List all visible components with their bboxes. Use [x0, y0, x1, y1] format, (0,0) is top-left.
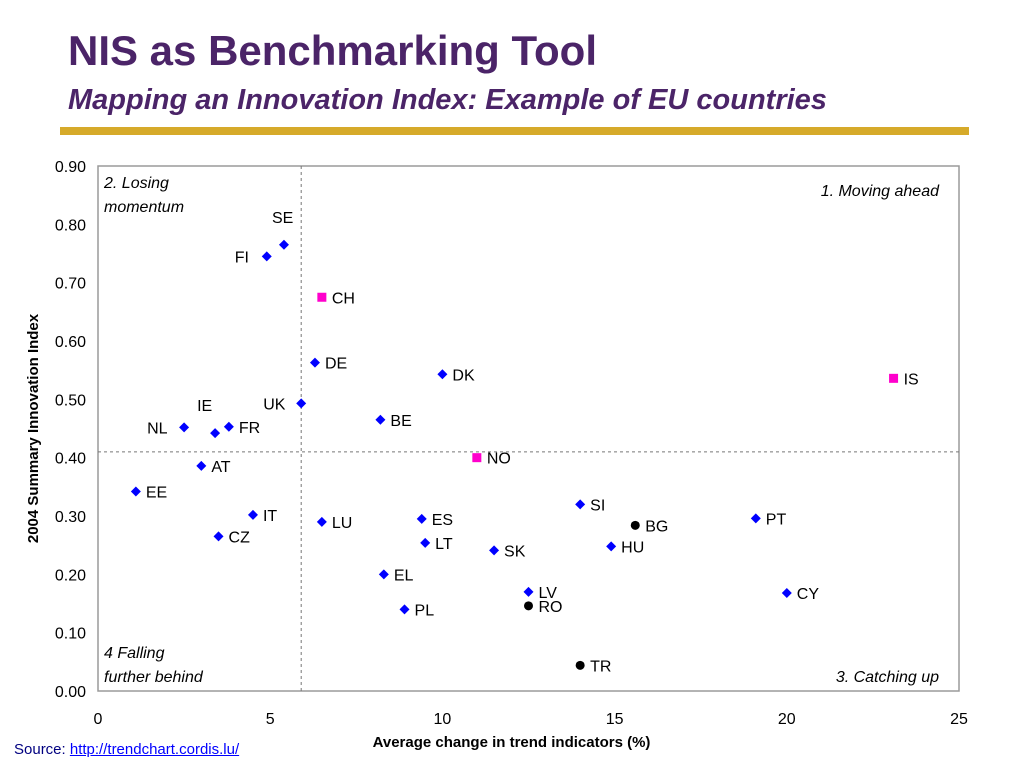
- quadrant-label: 3. Catching up: [836, 669, 939, 686]
- x-axis-label: Average change in trend indicators (%): [373, 734, 651, 751]
- quadrant-label: momentum: [104, 199, 184, 216]
- point-label-hu: HU: [621, 539, 644, 556]
- point-lt: [420, 537, 431, 548]
- point-fi: [261, 251, 272, 262]
- point-tr: [575, 660, 585, 670]
- point-ee: [130, 486, 141, 497]
- point-label-sk: SK: [504, 543, 526, 560]
- x-tick-label: 15: [606, 711, 624, 728]
- quadrant-label: 2. Losing: [103, 175, 169, 192]
- point-label-nl: NL: [147, 420, 168, 437]
- point-el: [378, 569, 389, 580]
- point-nl: [179, 422, 190, 433]
- point-bg: [630, 520, 640, 530]
- point-cz: [213, 531, 224, 542]
- y-tick-label: 0.10: [55, 626, 86, 643]
- point-label-de: DE: [325, 356, 347, 373]
- y-axis-label: 2004 Summary Innovation Index: [25, 313, 42, 543]
- point-label-be: BE: [390, 413, 411, 430]
- point-de: [309, 357, 320, 368]
- point-it: [247, 509, 258, 520]
- y-tick-label: 0.00: [55, 684, 86, 701]
- quadrant-label: further behind: [104, 669, 204, 686]
- point-label-ie: IE: [197, 398, 212, 415]
- point-es: [416, 513, 427, 524]
- point-label-se: SE: [272, 210, 293, 227]
- point-sk: [489, 545, 500, 556]
- point-label-tr: TR: [590, 658, 611, 675]
- point-uk: [296, 398, 307, 409]
- x-tick-label: 10: [434, 711, 452, 728]
- point-label-es: ES: [432, 512, 453, 529]
- slide-title: NIS as Benchmarking Tool: [68, 27, 597, 74]
- point-ie: [210, 428, 221, 439]
- source-note: Source: http://trendchart.cordis.lu/: [14, 741, 239, 758]
- y-tick-label: 0.90: [55, 159, 86, 176]
- y-tick-label: 0.20: [55, 567, 86, 584]
- point-ro: [524, 601, 533, 611]
- point-fr: [223, 421, 234, 432]
- x-tick-label: 0: [94, 711, 103, 728]
- point-no: [472, 453, 482, 463]
- x-tick-label: 20: [778, 711, 796, 728]
- point-label-lv: LV: [539, 585, 558, 602]
- point-cy: [781, 588, 792, 598]
- point-label-ro: RO: [539, 599, 563, 616]
- point-label-dk: DK: [452, 367, 475, 384]
- point-label-bg: BG: [645, 518, 668, 535]
- x-tick-label: 5: [266, 711, 275, 728]
- point-label-el: EL: [394, 567, 414, 584]
- point-se: [278, 239, 289, 250]
- point-label-uk: UK: [263, 396, 286, 413]
- point-label-at: AT: [211, 459, 230, 476]
- point-lv: [523, 586, 534, 597]
- quadrant-label: 4 Falling: [104, 645, 165, 662]
- quadrant-label: 1. Moving ahead: [821, 183, 940, 200]
- point-si: [575, 499, 586, 510]
- point-ch: [317, 292, 327, 302]
- point-is: [889, 373, 899, 383]
- point-pt: [750, 513, 761, 524]
- y-tick-label: 0.70: [55, 276, 86, 293]
- point-label-cz: CZ: [229, 529, 251, 546]
- point-label-no: NO: [487, 451, 511, 468]
- point-label-ee: EE: [146, 485, 167, 502]
- point-label-fr: FR: [239, 420, 260, 437]
- source-link[interactable]: http://trendchart.cordis.lu/: [69, 741, 240, 758]
- point-label-lt: LT: [435, 536, 453, 553]
- point-label-ch: CH: [332, 290, 355, 307]
- title-divider: [60, 127, 969, 135]
- point-label-it: IT: [263, 508, 277, 525]
- point-be: [375, 414, 386, 425]
- point-at: [196, 460, 207, 471]
- point-lu: [316, 516, 327, 527]
- point-label-cy: CY: [797, 586, 820, 603]
- point-dk: [437, 369, 448, 380]
- y-tick-label: 0.50: [55, 392, 86, 409]
- point-label-fi: FI: [235, 249, 249, 266]
- x-tick-label: 25: [950, 711, 968, 728]
- source-label: Source:: [14, 741, 66, 758]
- point-hu: [606, 541, 617, 552]
- point-label-si: SI: [590, 497, 605, 514]
- y-tick-label: 0.60: [55, 334, 86, 351]
- point-label-pl: PL: [415, 602, 435, 619]
- point-label-is: IS: [904, 371, 919, 388]
- point-pl: [399, 604, 410, 615]
- slide-subtitle: Mapping an Innovation Index: Example of …: [68, 84, 827, 116]
- y-tick-label: 0.80: [55, 217, 86, 234]
- point-label-pt: PT: [766, 511, 787, 528]
- y-tick-label: 0.30: [55, 509, 86, 526]
- point-label-lu: LU: [332, 515, 352, 532]
- y-tick-label: 0.40: [55, 451, 86, 468]
